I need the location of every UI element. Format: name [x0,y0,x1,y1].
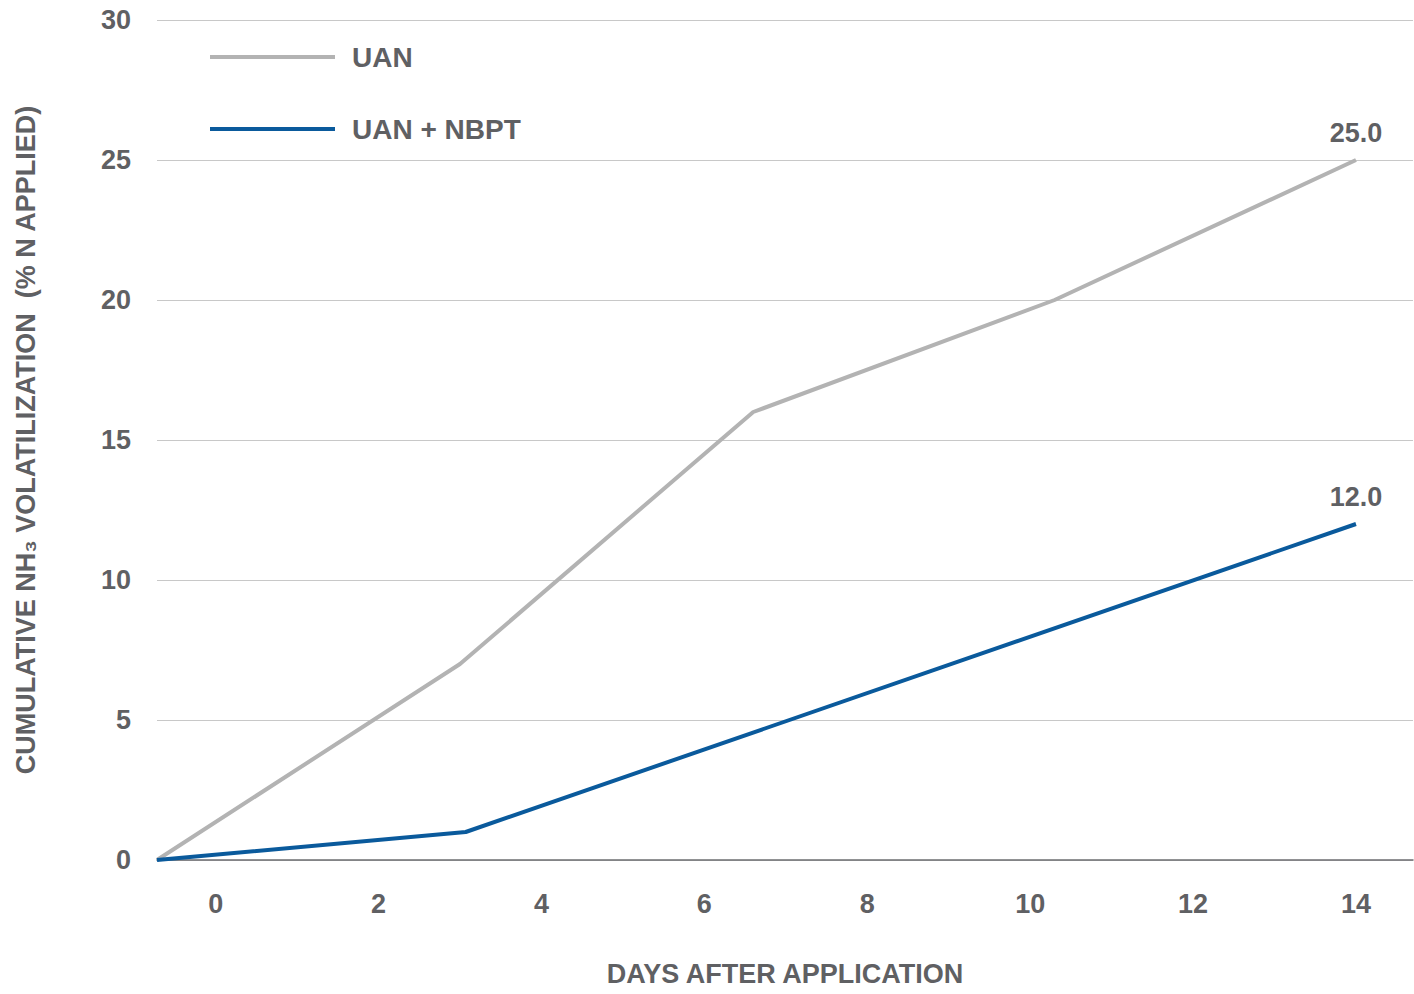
svg-text:DAYS AFTER APPLICATION: DAYS AFTER APPLICATION [607,959,964,989]
svg-text:0: 0 [208,889,223,919]
svg-text:30: 30 [101,5,131,35]
svg-text:12.0: 12.0 [1330,482,1383,512]
svg-text:20: 20 [101,285,131,315]
svg-text:2: 2 [371,889,386,919]
svg-text:14: 14 [1341,889,1371,919]
svg-text:UAN: UAN [352,42,413,73]
svg-text:5: 5 [116,705,131,735]
svg-text:25: 25 [101,145,131,175]
svg-text:25.0: 25.0 [1330,118,1383,148]
svg-text:0: 0 [116,845,131,875]
svg-text:12: 12 [1178,889,1208,919]
svg-text:10: 10 [1015,889,1045,919]
svg-text:10: 10 [101,565,131,595]
svg-text:UAN + NBPT: UAN + NBPT [352,114,521,145]
svg-text:6: 6 [697,889,712,919]
svg-text:CUMULATIVE NH₃ VOLATILIZATION: CUMULATIVE NH₃ VOLATILIZATION (% N APPLI… [11,106,41,774]
svg-text:15: 15 [101,425,131,455]
svg-text:4: 4 [534,889,549,919]
svg-text:8: 8 [860,889,875,919]
